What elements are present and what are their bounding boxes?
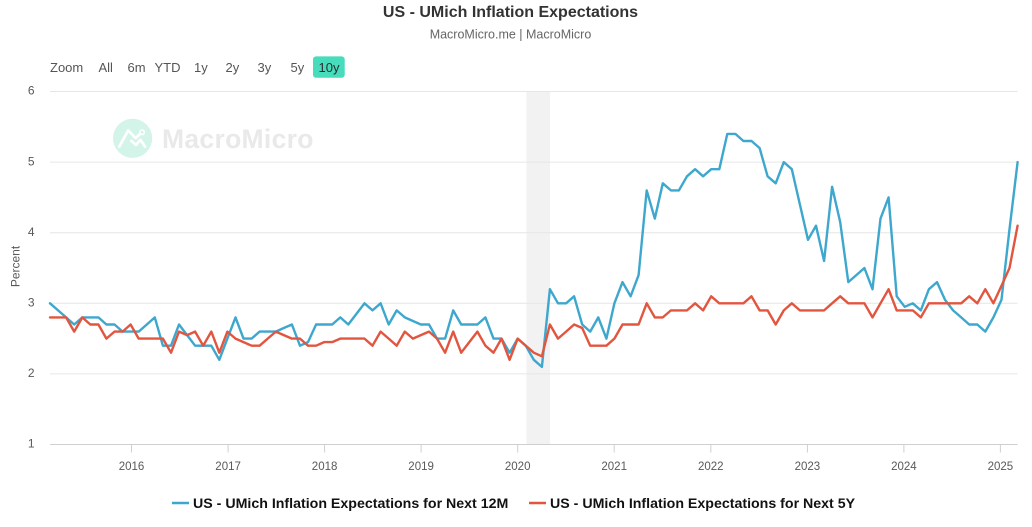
svg-text:2: 2 xyxy=(28,366,35,380)
svg-text:2025: 2025 xyxy=(988,461,1014,473)
svg-text:4: 4 xyxy=(28,225,35,239)
svg-text:3y: 3y xyxy=(258,60,272,75)
svg-text:MacroMicro.me | MacroMicro: MacroMicro.me | MacroMicro xyxy=(430,28,592,42)
svg-text:2017: 2017 xyxy=(215,461,241,473)
svg-text:YTD: YTD xyxy=(155,60,181,75)
svg-text:2018: 2018 xyxy=(312,461,338,473)
svg-text:6: 6 xyxy=(28,84,35,98)
svg-text:2y: 2y xyxy=(226,60,240,75)
svg-text:5: 5 xyxy=(28,154,35,168)
svg-text:All: All xyxy=(99,60,114,75)
svg-text:2020: 2020 xyxy=(505,461,531,473)
svg-text:6m: 6m xyxy=(128,60,146,75)
svg-text:US - UMich Inflation Expectati: US - UMich Inflation Expectations xyxy=(383,4,638,21)
svg-text:2016: 2016 xyxy=(119,461,145,473)
svg-text:Zoom: Zoom xyxy=(50,60,83,75)
svg-text:Percent: Percent xyxy=(9,245,23,287)
svg-text:2022: 2022 xyxy=(698,461,724,473)
svg-text:2024: 2024 xyxy=(891,461,917,473)
svg-text:US - UMich Inflation Expectati: US - UMich Inflation Expectations for Ne… xyxy=(550,496,856,512)
svg-text:2023: 2023 xyxy=(795,461,821,473)
svg-text:2021: 2021 xyxy=(601,461,627,473)
svg-text:2019: 2019 xyxy=(408,461,434,473)
svg-text:US - UMich Inflation Expectati: US - UMich Inflation Expectations for Ne… xyxy=(193,496,508,512)
svg-text:MacroMicro: MacroMicro xyxy=(162,124,314,154)
svg-text:10y: 10y xyxy=(319,60,340,75)
svg-text:3: 3 xyxy=(28,296,35,310)
svg-text:5y: 5y xyxy=(291,60,305,75)
svg-text:1y: 1y xyxy=(194,60,208,75)
svg-text:1: 1 xyxy=(28,437,35,451)
